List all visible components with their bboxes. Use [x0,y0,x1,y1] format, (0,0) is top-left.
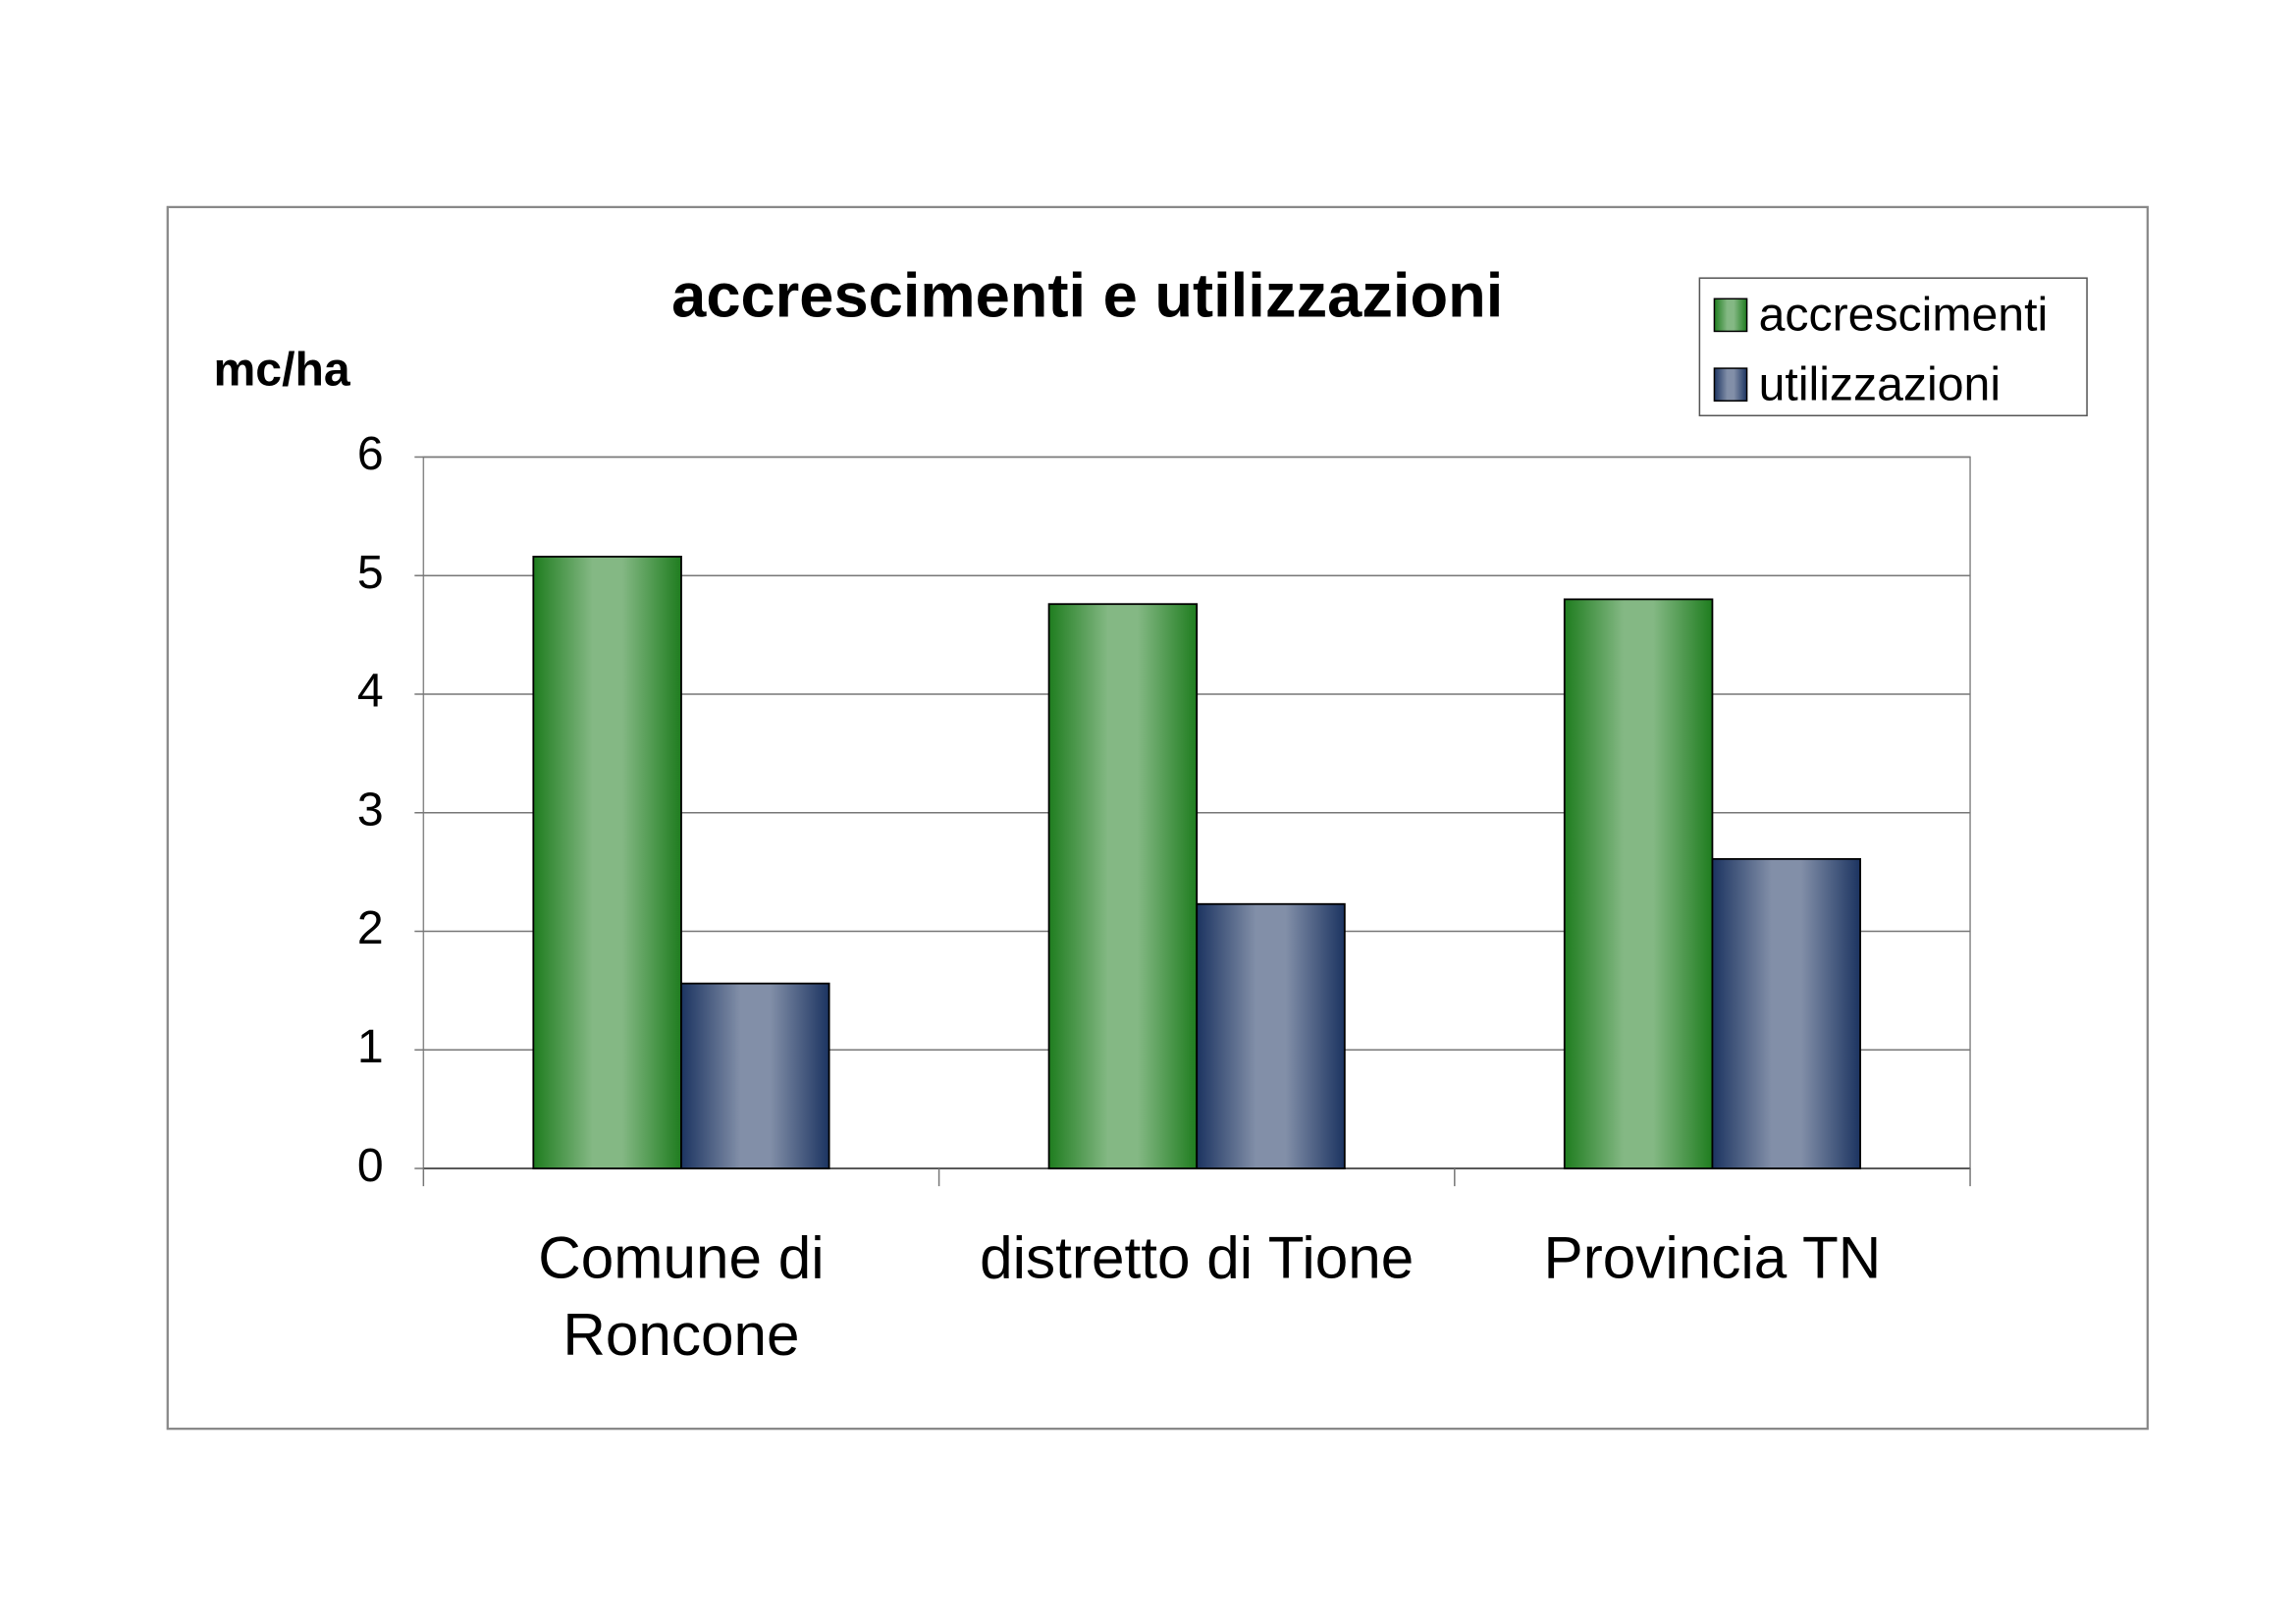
bar [1563,598,1714,1169]
x-tick-label-box: Provincia TN [1543,1225,1882,1292]
legend-swatch [1713,298,1748,333]
legend-box [1698,277,2088,417]
y-tick-label: 0 [357,1139,384,1192]
y-tick-label: 5 [357,546,384,599]
bar [1196,902,1346,1169]
bar [1711,857,1861,1169]
y-tick-label: 2 [357,901,384,954]
legend-swatch [1713,367,1748,402]
x-tick-label: Provincia TN [1543,1225,1882,1292]
y-tick-label: 1 [357,1020,384,1073]
chart-title: accrescimenti e utilizzazioni [671,261,1503,330]
x-tick-label: Comune di Roncone [538,1225,825,1369]
x-tick-label: distretto di Tione [980,1225,1415,1292]
x-tick-label-box: distretto di Tione [980,1225,1415,1292]
y-tick-label: 3 [357,783,384,836]
bar [1047,603,1199,1169]
y-tick-label: 6 [357,427,384,480]
legend-label: utilizzazioni [1759,357,2001,410]
legend-label: accrescimenti [1759,289,2049,342]
y-axis-label: mc/ha [213,343,350,396]
bar [680,982,830,1169]
x-tick-label-box: Comune di Roncone [538,1225,825,1369]
bar [532,556,682,1169]
y-tick-label: 4 [357,665,384,718]
